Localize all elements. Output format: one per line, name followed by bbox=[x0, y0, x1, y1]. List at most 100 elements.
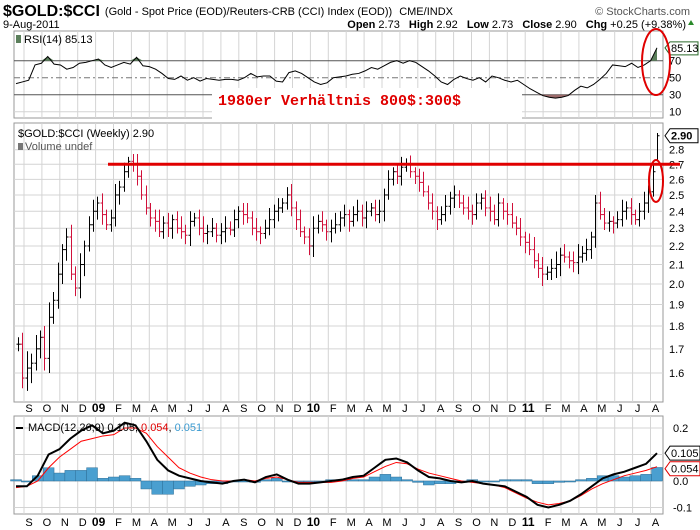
price-bar bbox=[523, 231, 528, 254]
symbol-description: (Gold - Spot Price (EOD)/Reuters-CRB (CC… bbox=[105, 6, 392, 18]
price-bar bbox=[391, 167, 396, 186]
price-bar bbox=[139, 170, 144, 200]
price-bar bbox=[488, 196, 493, 222]
x-tick-label: A bbox=[151, 403, 159, 415]
price-bar bbox=[642, 191, 647, 220]
price-bar bbox=[474, 193, 479, 220]
x-tick-label: M bbox=[561, 403, 570, 415]
price-bar bbox=[470, 204, 475, 225]
x-tick-label: J bbox=[635, 517, 641, 529]
x-tick-label: M bbox=[561, 517, 570, 529]
price-tick-label: 2.2 bbox=[669, 241, 684, 253]
price-bar bbox=[205, 224, 210, 245]
macd-tick-label: 0.0 bbox=[673, 476, 688, 488]
macd-histogram-bar bbox=[651, 467, 663, 482]
x-tick-label: F bbox=[330, 517, 337, 529]
price-bar bbox=[289, 183, 294, 217]
price-bar bbox=[558, 247, 563, 277]
x-tick-label: J bbox=[205, 403, 211, 415]
rsi-tick-label: 10 bbox=[669, 107, 681, 119]
annotation-background bbox=[212, 88, 522, 120]
rsi-tick-label: 70 bbox=[669, 56, 681, 68]
macd-histogram-bar bbox=[379, 474, 392, 482]
x-tick-label: J bbox=[617, 517, 623, 529]
x-tick-label: F bbox=[115, 403, 122, 415]
price-bar bbox=[280, 198, 285, 213]
price-bar bbox=[25, 351, 30, 391]
price-bar bbox=[179, 216, 184, 239]
price-bar bbox=[263, 219, 268, 239]
macd-histogram-bar bbox=[357, 479, 370, 482]
price-bar bbox=[483, 190, 488, 217]
price-bar bbox=[338, 211, 343, 232]
x-tick-label: S bbox=[240, 403, 247, 415]
x-tick-label: S bbox=[25, 403, 32, 415]
sep: , bbox=[169, 422, 172, 434]
price-bar bbox=[501, 198, 506, 220]
rsi-tick-label: 50 bbox=[669, 73, 681, 85]
price-tick-label: 2.3 bbox=[669, 223, 684, 235]
price-bar bbox=[78, 253, 83, 299]
x-tick-label: M bbox=[168, 403, 177, 415]
rsi-line bbox=[15, 47, 658, 99]
high-label: High bbox=[409, 19, 434, 31]
price-tick-label: 1.9 bbox=[669, 299, 684, 311]
price-bar bbox=[153, 209, 158, 232]
price-bar bbox=[369, 203, 374, 217]
x-tick-label: J bbox=[420, 517, 426, 529]
price-bar bbox=[236, 206, 241, 229]
volume-label: Volume undef bbox=[25, 141, 93, 153]
macd-histogram-bar bbox=[542, 480, 555, 484]
macd-histogram-bar bbox=[42, 467, 55, 482]
price-bar bbox=[580, 245, 585, 263]
x-tick-label: A bbox=[365, 517, 373, 529]
price-bar bbox=[342, 204, 347, 227]
brand-logo: © StockCharts.com bbox=[595, 6, 690, 18]
price-bar bbox=[219, 223, 224, 245]
price-bar bbox=[545, 266, 550, 281]
macd-histogram-bar bbox=[510, 479, 522, 482]
x-tick-label: N bbox=[61, 403, 69, 415]
price-bar bbox=[602, 207, 607, 230]
open-label: Open bbox=[347, 19, 375, 31]
macd-line bbox=[16, 421, 658, 509]
price-bar bbox=[214, 223, 219, 243]
macd-histogram-bar bbox=[86, 467, 98, 482]
price-bar bbox=[87, 216, 92, 252]
panel-frame bbox=[13, 122, 664, 403]
price-bar bbox=[197, 209, 202, 236]
price-bar bbox=[514, 216, 519, 236]
price-bar bbox=[175, 211, 180, 234]
macd-histogram-bar bbox=[271, 478, 283, 482]
price-bar bbox=[333, 212, 338, 234]
price-bar bbox=[307, 228, 312, 256]
x-tick-label: F bbox=[115, 517, 122, 529]
x-tick-label: O bbox=[43, 403, 52, 415]
x-tick-label: A bbox=[580, 403, 588, 415]
price-bar bbox=[377, 199, 382, 224]
signal-value: 0.054 bbox=[141, 422, 169, 434]
price-bar bbox=[232, 209, 237, 238]
price-bar bbox=[201, 216, 206, 243]
x-tick-label: M bbox=[347, 403, 356, 415]
price-bar bbox=[161, 216, 166, 239]
x-tick-label: O bbox=[472, 517, 481, 529]
macd-title: MACD(12,26,9) 0.105, 0.054, 0.051 bbox=[28, 422, 202, 434]
x-tick-label: D bbox=[79, 517, 87, 529]
low-value: 2.73 bbox=[492, 19, 513, 31]
price-bar bbox=[47, 302, 52, 374]
x-tick-label: J bbox=[187, 403, 193, 415]
price-bar bbox=[347, 209, 352, 232]
price-tick-label: 2.1 bbox=[669, 260, 684, 272]
macd-histogram-bar bbox=[64, 470, 77, 482]
price-tick-label: 2.0 bbox=[669, 279, 684, 291]
price-bar bbox=[624, 201, 629, 220]
price-bar bbox=[20, 332, 25, 389]
price-bar bbox=[395, 164, 400, 184]
price-bar bbox=[496, 193, 501, 227]
x-tick-label: M bbox=[347, 517, 356, 529]
x-tick-label: J bbox=[420, 403, 426, 415]
x-tick-label: A bbox=[151, 517, 159, 529]
macd-histogram-bar bbox=[423, 480, 435, 486]
